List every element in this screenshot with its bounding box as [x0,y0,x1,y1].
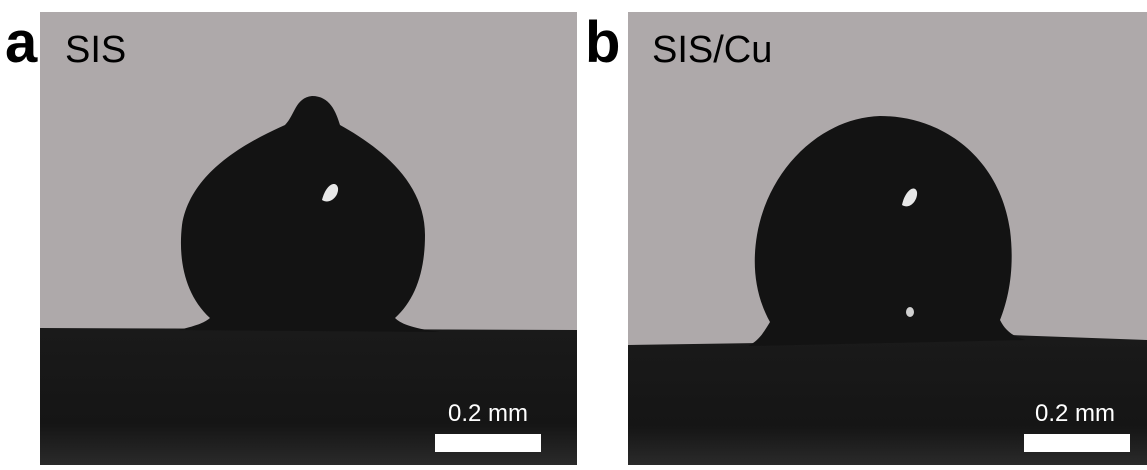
panel-title: SIS/Cu [652,29,772,71]
panel-letter: b [585,10,620,75]
panel-a: a SIS 0.2 mm [5,10,577,465]
scale-label: 0.2 mm [448,400,528,427]
scale-label: 0.2 mm [1035,400,1115,427]
panel-title: SIS [65,29,126,71]
reflection [906,307,914,317]
panel-b: b SIS/Cu 0.2 mm [585,10,1147,465]
scale-bar [1024,434,1130,452]
panel-letter: a [5,10,38,75]
figure: a SIS 0.2 mm b SIS/Cu 0.2 mm [0,0,1147,465]
scale-bar [435,434,541,452]
